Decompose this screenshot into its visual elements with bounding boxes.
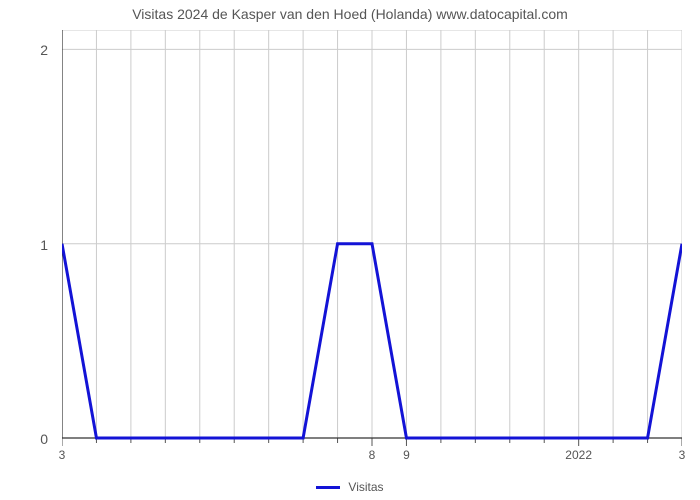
y-tick-label: 2: [0, 42, 48, 58]
y-tick-label: 0: [0, 431, 48, 447]
x-tick-label: 3: [32, 448, 92, 462]
legend-label: Visitas: [348, 480, 383, 494]
x-tick-label: 9: [376, 448, 436, 462]
legend-swatch: [316, 486, 340, 489]
y-tick-label: 1: [0, 237, 48, 253]
legend: Visitas: [0, 480, 700, 494]
x-tick-label: 3: [652, 448, 700, 462]
chart-plot: [62, 30, 682, 452]
x-tick-label: 2022: [549, 448, 609, 462]
chart-title: Visitas 2024 de Kasper van den Hoed (Hol…: [0, 6, 700, 22]
